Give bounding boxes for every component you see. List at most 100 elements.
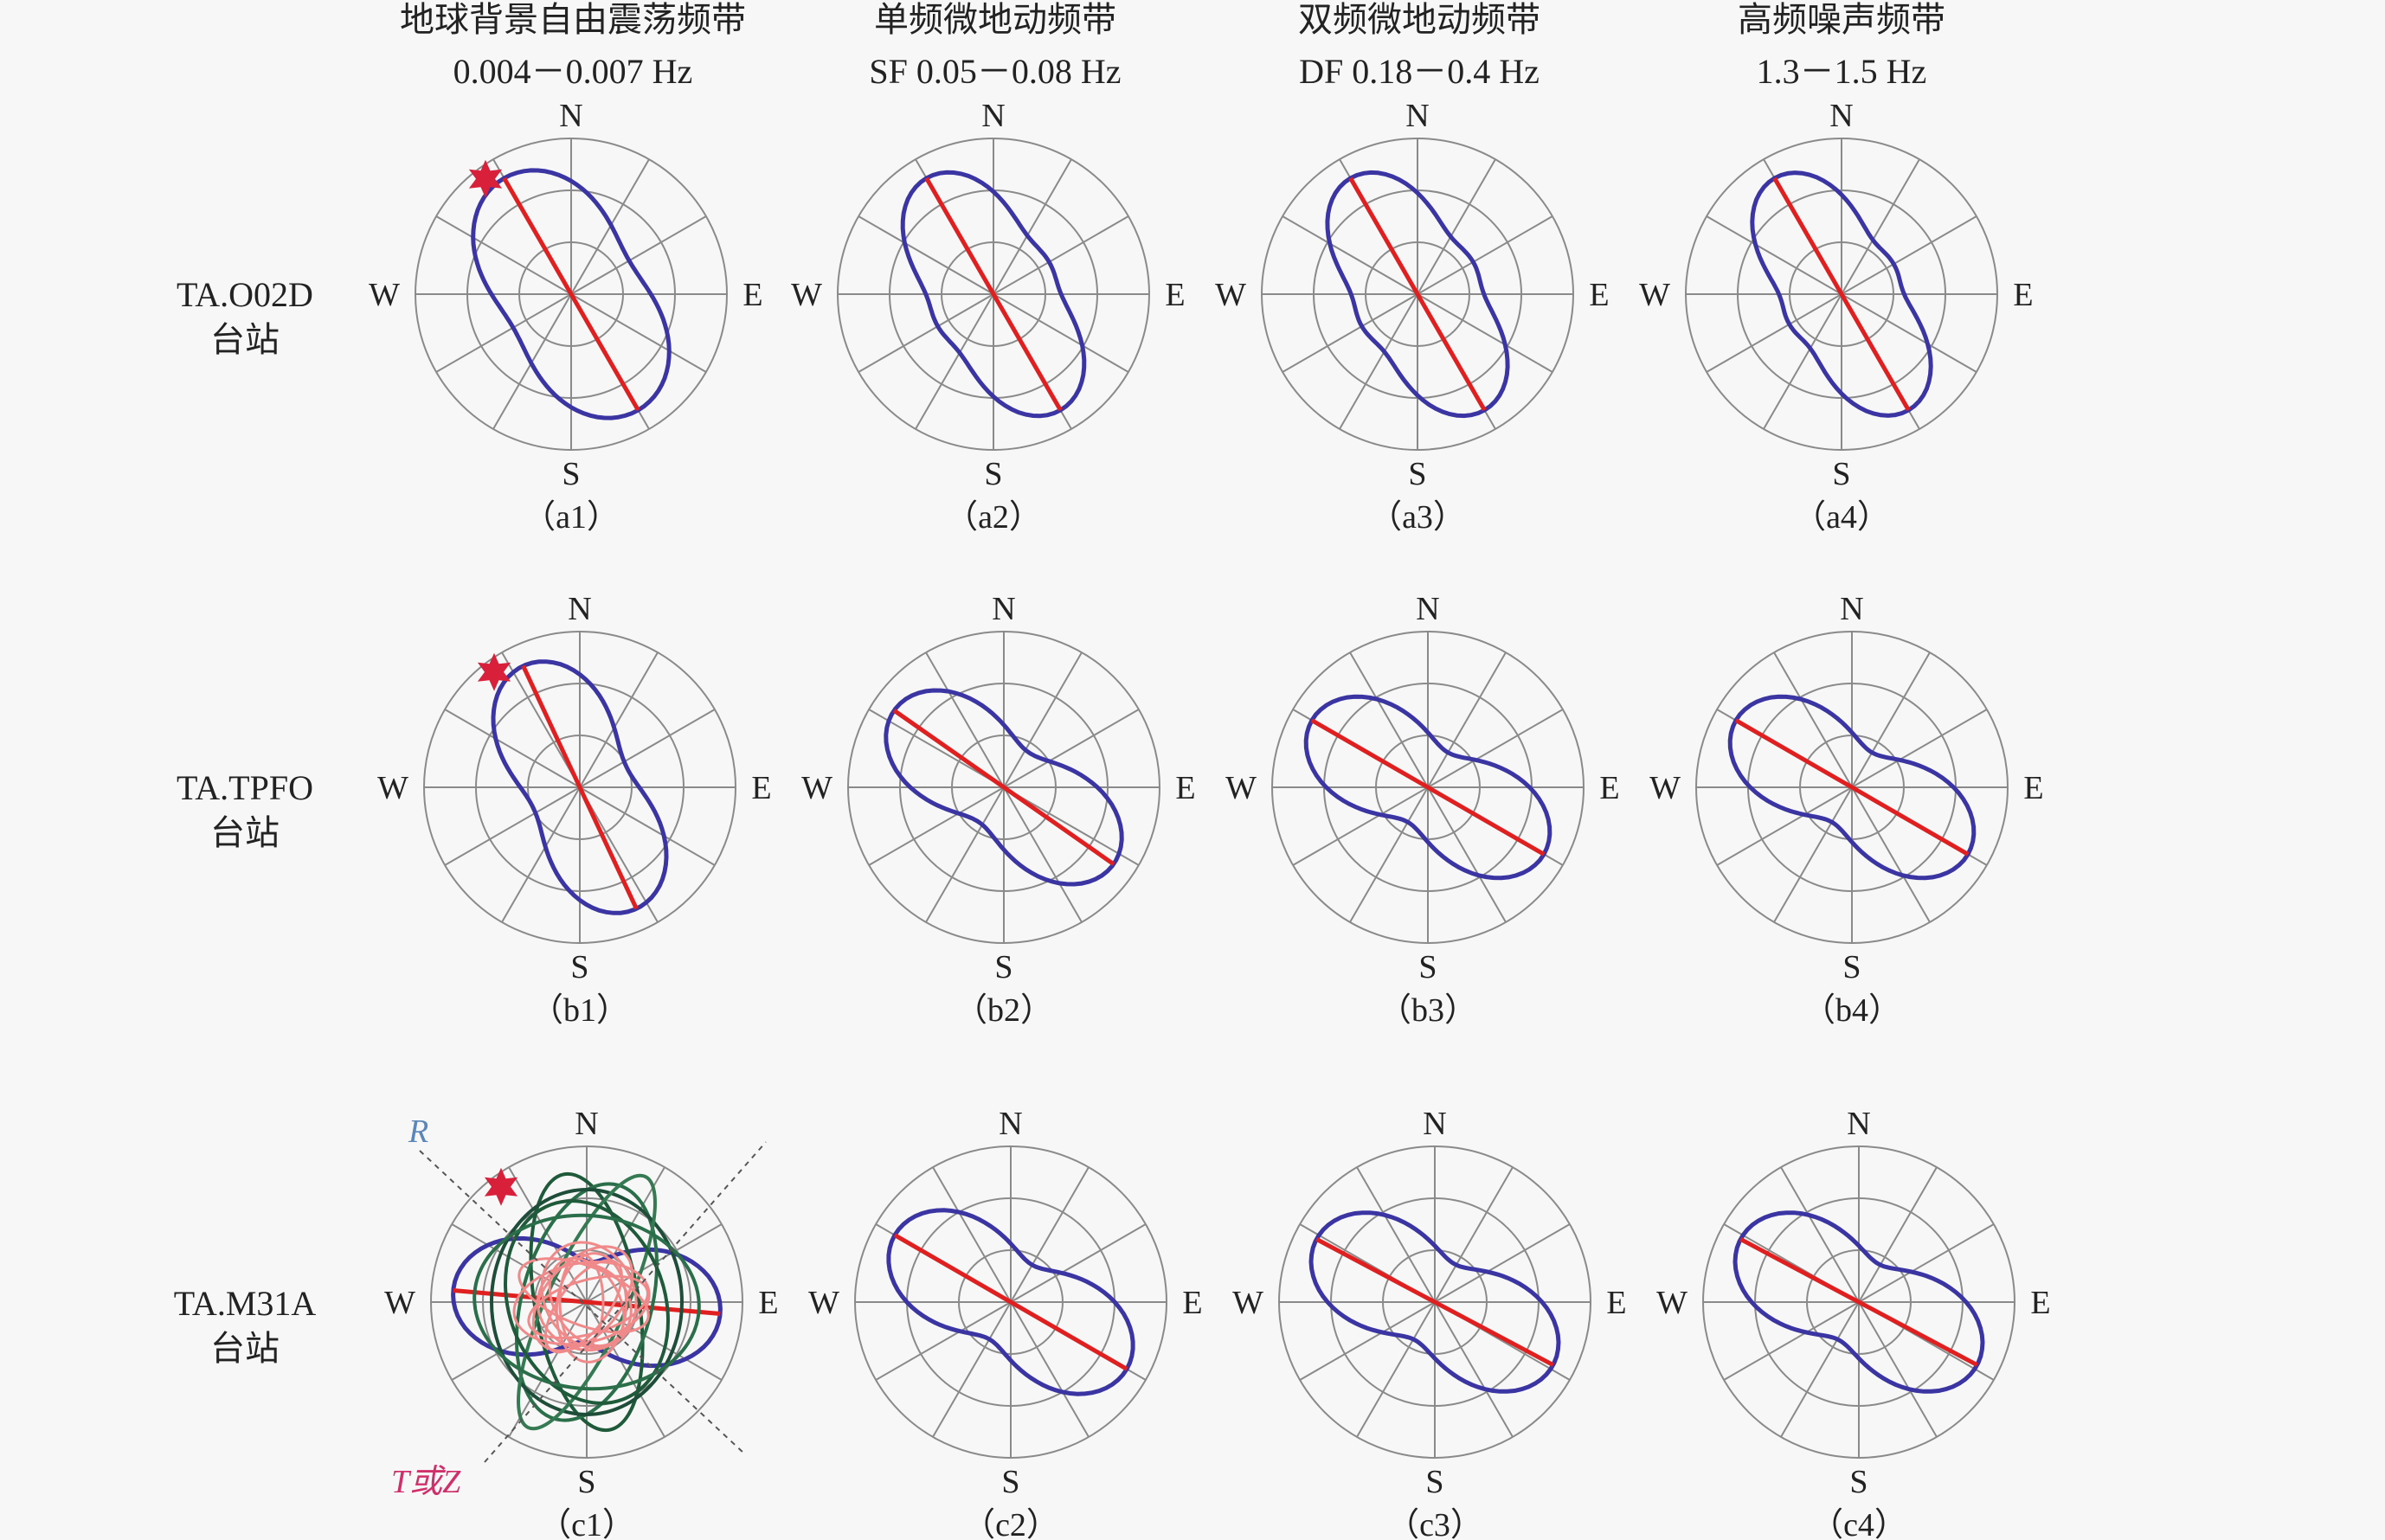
west-label: W [1639, 277, 1670, 313]
event-ellipse-pink [548, 1256, 626, 1348]
column-title-2: 单频微地动频带 [874, 0, 1116, 40]
principal-axis-line [502, 176, 640, 412]
panel-label: （c3） [1386, 1507, 1483, 1540]
principal-axis-line [1310, 718, 1546, 857]
panel-label: （c1） [538, 1507, 635, 1540]
principal-axis-line [1739, 1237, 1978, 1367]
polarization-pattern [1750, 170, 1933, 418]
column-range-1: 0.004－0.007 Hz [453, 52, 693, 91]
north-label: N [559, 98, 582, 134]
principal-axis-line [1315, 1237, 1554, 1367]
column-range-4: 1.3－1.5 Hz [1757, 52, 1927, 91]
principal-axis-line [521, 664, 639, 910]
north-label: N [992, 591, 1015, 627]
panel-label: （c2） [962, 1507, 1059, 1540]
r-label: R [408, 1113, 428, 1150]
station-name-1: TA.O02D [177, 275, 313, 314]
south-label: S [984, 456, 1002, 492]
station-suffix-2: 台站 [210, 813, 280, 853]
west-label: W [1215, 277, 1246, 313]
principal-axis-line [893, 1233, 1128, 1371]
panel-label: （c4） [1810, 1507, 1907, 1540]
column-title-4: 高频噪声频带 [1738, 0, 1945, 40]
polarization-pattern [1308, 1210, 1561, 1394]
tz-direction-dashed-line [484, 1141, 767, 1463]
polarization-pattern [471, 168, 672, 420]
polarization-pattern [1727, 694, 1977, 881]
polarization-pattern [1303, 694, 1552, 881]
event-ellipse [517, 1173, 657, 1431]
event-ellipse-pink [540, 1241, 638, 1350]
south-label: S [1001, 1464, 1019, 1500]
north-label: N [981, 98, 1005, 134]
polar-panel-c3: N S W E （c3） [1232, 1106, 1627, 1540]
south-label: S [1418, 949, 1437, 985]
polar-panel-b4: N S W E （b4） [1649, 591, 2044, 1029]
north-label: N [1423, 1106, 1446, 1142]
north-label: N [999, 1106, 1022, 1142]
event-ellipse [472, 1213, 701, 1391]
west-label: W [1656, 1285, 1688, 1321]
polar-panel-b2: N S W E （b2） [801, 591, 1196, 1029]
east-label: E [1182, 1285, 1202, 1321]
north-label: N [1416, 591, 1439, 627]
east-label: E [2013, 277, 2033, 313]
station-suffix-1: 台站 [210, 320, 280, 360]
c1-annotations: R T或Z [391, 1113, 767, 1500]
polarization-pattern [491, 659, 669, 915]
polar-panel-c1: N S W E （c1） [384, 1106, 779, 1540]
r-direction-dashed-line [419, 1150, 745, 1454]
north-label: N [1405, 98, 1429, 134]
event-ellipse-pink [527, 1274, 649, 1339]
east-label: E [1165, 277, 1185, 313]
event-ellipse-pink [518, 1257, 650, 1334]
event-marker-star-icon [468, 159, 503, 198]
station-name-3: TA.M31A [174, 1284, 317, 1323]
polar-panel-a3: N S W E （a3） [1215, 98, 1610, 536]
event-marker-star-icon [484, 1167, 518, 1206]
west-label: W [384, 1285, 415, 1321]
polarization-pattern [886, 1208, 1135, 1396]
column-headers: 地球背景自由震荡频带 0.004－0.007 Hz 单频微地动频带 SF 0.0… [400, 0, 1945, 91]
polar-panels: NSW E（a1）NSW E（a2）NSW E（a3）NSW E（a4）NSW E（b1）… [369, 98, 2051, 1540]
polarization-pattern [1732, 1210, 1985, 1394]
column-title-1: 地球背景自由震荡频带 [400, 0, 746, 40]
south-label: S [1408, 456, 1426, 492]
east-label: E [2023, 770, 2043, 806]
polar-panel-b3: N S W E （b3） [1225, 591, 1620, 1029]
north-label: N [1847, 1106, 1870, 1142]
polarization-pattern [1325, 170, 1510, 419]
panel-label: （a4） [1793, 499, 1890, 536]
principal-axis-line [1734, 718, 1970, 857]
west-label: W [801, 770, 832, 806]
station-labels: TA.O02D 台站 TA.TPFO 台站 TA.M31A 台站 [174, 275, 317, 1369]
column-range-3: DF 0.18－0.4 Hz [1299, 52, 1540, 91]
south-label: S [570, 949, 588, 985]
polar-panel-a4: N S W E （a4） [1639, 98, 2034, 536]
event-ellipse [490, 1188, 684, 1416]
east-label: E [1599, 770, 1619, 806]
west-label: W [1232, 1285, 1263, 1321]
principal-axis-line [892, 709, 1115, 866]
south-label: S [1425, 1464, 1443, 1500]
station-suffix-3: 台站 [210, 1329, 280, 1369]
north-label: N [1840, 591, 1863, 627]
west-label: W [1649, 770, 1681, 806]
polar-panel-c2: N S W E （c2） [808, 1106, 1203, 1540]
principal-axis-line [1348, 176, 1487, 412]
east-label: E [2030, 1285, 2050, 1321]
event-ellipse-pink [531, 1245, 634, 1352]
event-ellipse-pink [555, 1252, 628, 1364]
south-label: S [1832, 456, 1850, 492]
north-label: N [568, 591, 591, 627]
panel-label: （b4） [1803, 992, 1901, 1029]
principal-axis-line [1772, 176, 1911, 412]
west-label: W [1225, 770, 1257, 806]
east-label: E [1606, 1285, 1626, 1321]
tz-label: T或Z [391, 1464, 461, 1500]
event-marker-star-icon [477, 652, 511, 691]
west-label: W [808, 1285, 839, 1321]
east-label: E [1589, 277, 1609, 313]
south-label: S [1849, 1464, 1868, 1500]
panel-label: （a2） [945, 499, 1042, 536]
